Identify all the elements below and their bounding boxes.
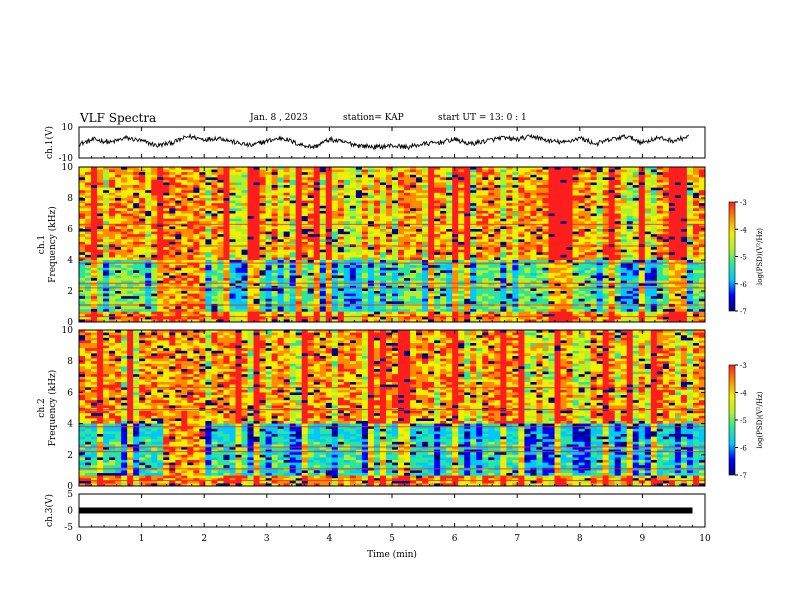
colorbar-ch1 [728, 201, 736, 312]
ytick-label-ch2: 8 [67, 357, 73, 367]
waveform-ch1-frame [78, 126, 706, 159]
xtick-label: 10 [699, 534, 711, 544]
waveform-ch1-ytick-label: -10 [59, 154, 74, 164]
xtick-label: 1 [139, 534, 145, 544]
colorbar-label-ch1: log(PSD)(V²/Hz) [756, 228, 764, 285]
colorbar-label-ch2: log(PSD)(V²/Hz) [756, 391, 764, 448]
colorbar-tick-label-ch2: -3 [740, 362, 747, 370]
ytick-label-ch2: 0 [67, 482, 73, 492]
xtick-label: 6 [452, 534, 458, 544]
spectrogram-ch1 [79, 167, 706, 323]
waveform-ch1-ytick-label: 10 [62, 123, 74, 133]
colorbar-tick-label-ch2: -5 [740, 417, 747, 425]
xaxis-label: Time (min) [367, 549, 417, 560]
chart-title: VLF Spectra [80, 111, 157, 125]
waveform-ch3-ytick-label: -5 [64, 523, 73, 533]
colorbar-tick-label-ch2: -4 [740, 390, 747, 398]
colorbar-tick-label-ch1: -7 [740, 308, 747, 316]
xtick-label: 4 [327, 534, 333, 544]
xtick-label: 8 [577, 534, 583, 544]
ytick-label-ch2: 4 [67, 420, 73, 430]
ylabel-frequency-ch1: Frequency (kHz) [47, 206, 58, 283]
xtick-label: 5 [389, 534, 395, 544]
waveform-ch3-ytick-label: 5 [67, 490, 73, 500]
ytick-label-ch2: 6 [67, 388, 73, 398]
ytick-label-ch1: 10 [62, 163, 74, 173]
ytick-label-ch1: 6 [67, 225, 73, 235]
waveform-ch1-ylabel: ch.1(V) [44, 126, 55, 159]
ytick-label-ch2: 2 [67, 451, 73, 461]
date-label: Jan. 8 , 2023 [250, 113, 308, 123]
waveform-ch1-trace [78, 132, 689, 151]
xtick-label: 2 [201, 534, 207, 544]
ylabel-channel-ch2: ch.2 [37, 398, 47, 417]
station-label: station= KAP [343, 113, 404, 123]
colorbar-tick-label-ch1: -5 [740, 254, 747, 262]
colorbar-ch2 [728, 364, 736, 476]
ylabel-frequency-ch2: Frequency (kHz) [47, 370, 58, 447]
ytick-label-ch1: 4 [67, 256, 73, 266]
start-time-label: start UT = 13: 0 : 1 [438, 113, 527, 123]
colorbar-tick-label-ch1: -3 [740, 199, 747, 207]
colorbar-tick-label-ch1: -4 [740, 226, 747, 234]
colorbar-tick-label-ch1: -6 [740, 281, 747, 289]
ytick-label-ch1: 0 [67, 318, 73, 328]
xtick-label: 9 [640, 534, 646, 544]
ytick-label-ch1: 2 [67, 287, 73, 297]
xtick-label: 7 [514, 534, 520, 544]
waveform-ch3-ytick-label: 0 [67, 507, 73, 517]
ytick-label-ch2: 10 [62, 326, 74, 336]
ylabel-channel-ch1: ch.1 [37, 235, 47, 254]
xtick-label: 0 [76, 534, 82, 544]
colorbar-tick-label-ch2: -7 [740, 472, 747, 480]
spectrogram-ch2 [79, 330, 706, 487]
ytick-label-ch1: 8 [67, 194, 73, 204]
colorbar-tick-label-ch2: -6 [740, 445, 747, 453]
xtick-label: 3 [264, 534, 270, 544]
waveform-ch3-ylabel: ch.3(V) [44, 494, 55, 527]
